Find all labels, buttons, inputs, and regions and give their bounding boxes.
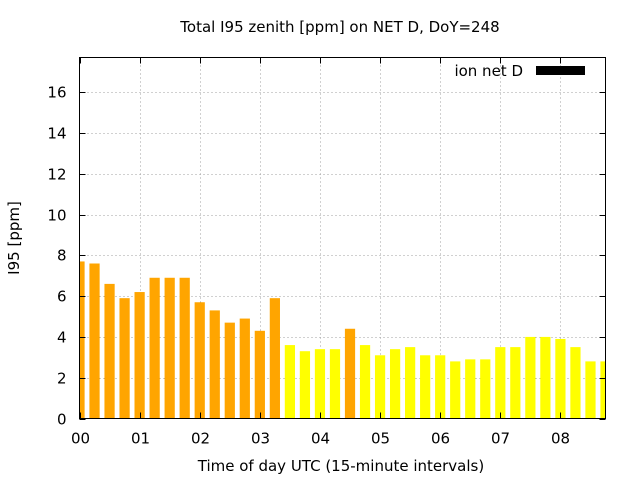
bar — [104, 283, 115, 419]
bar — [149, 277, 160, 419]
chart-title: Total I95 zenith [ppm] on NET D, DoY=248 — [179, 18, 499, 36]
bar — [314, 349, 326, 419]
bar — [134, 292, 145, 419]
legend-swatch — [536, 66, 585, 75]
legend-label: ion net D — [454, 62, 523, 80]
bar — [269, 298, 280, 419]
x-axis-label: Time of day UTC (15-minute intervals) — [197, 457, 484, 475]
x-tick-label: 03 — [251, 430, 270, 448]
y-tick-label: 6 — [57, 288, 67, 306]
plot-frame — [79, 57, 606, 419]
y-tick-label: 2 — [57, 370, 67, 388]
x-tick-label: 02 — [191, 430, 210, 448]
bar — [359, 345, 371, 419]
x-tick-label: 06 — [431, 430, 450, 448]
y-tick-label: 0 — [57, 411, 67, 429]
x-tick-label: 00 — [71, 430, 90, 448]
bar — [254, 330, 265, 419]
y-tick-label: 4 — [57, 329, 67, 347]
bars — [80, 261, 606, 419]
bar — [299, 351, 311, 419]
x-tick-label: 08 — [551, 430, 570, 448]
x-tick-label: 07 — [491, 430, 510, 448]
x-tick-label: 05 — [371, 430, 390, 448]
x-tick-label: 01 — [131, 430, 150, 448]
x-tick-label: 04 — [311, 430, 330, 448]
bar — [585, 361, 596, 419]
bar — [239, 318, 250, 419]
bar — [209, 310, 220, 419]
bar — [119, 298, 130, 419]
bar — [525, 336, 536, 419]
y-tick-label: 8 — [57, 247, 67, 265]
y-tick-label: 16 — [47, 84, 66, 102]
bar — [329, 349, 341, 419]
bar — [495, 347, 506, 419]
bar — [480, 359, 491, 419]
bar — [284, 345, 296, 419]
y-axis-label: I95 [ppm] — [5, 201, 23, 275]
y-tick-label: 10 — [47, 207, 66, 225]
bar — [600, 361, 606, 419]
bar — [465, 359, 476, 419]
bar — [510, 347, 521, 419]
bar — [540, 336, 551, 419]
bar — [224, 322, 235, 419]
y-tick-label: 14 — [47, 125, 66, 143]
legend: ion net D — [454, 62, 585, 80]
bar — [194, 302, 205, 419]
bar — [374, 355, 386, 419]
bar — [405, 347, 416, 419]
bar — [389, 349, 401, 419]
grid — [79, 57, 606, 419]
bar — [420, 355, 431, 419]
bar — [344, 328, 356, 419]
bar — [89, 263, 100, 419]
bar — [570, 347, 581, 419]
y-tick-label: 12 — [47, 166, 66, 184]
bar — [164, 277, 175, 419]
bar — [80, 261, 85, 419]
bar — [450, 361, 461, 419]
bar — [435, 355, 446, 419]
bar — [179, 277, 190, 419]
bar — [555, 338, 566, 419]
